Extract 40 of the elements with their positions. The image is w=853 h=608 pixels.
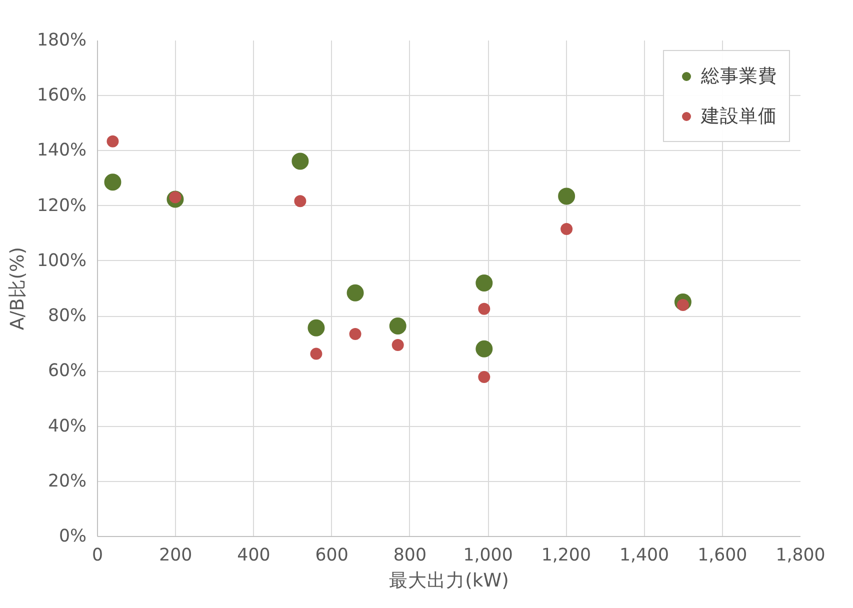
x-tick-label: 200: [159, 546, 192, 566]
point: [392, 339, 404, 351]
point: [310, 348, 322, 360]
y-tick-label: 120%: [36, 196, 87, 216]
point: [104, 174, 122, 191]
point: [346, 284, 364, 302]
point: [389, 317, 406, 334]
point: [476, 340, 493, 358]
x-tick-label: 400: [237, 546, 270, 566]
point: [308, 319, 325, 336]
x-tick-label: 1,200: [541, 546, 591, 566]
y-tick-label: 100%: [36, 250, 87, 271]
y-tick-label: 160%: [36, 86, 87, 106]
x-tick-label: 1,000: [463, 546, 513, 566]
point: [478, 370, 490, 383]
y-tick-label: 80%: [48, 306, 86, 326]
x-tick-label: 0: [92, 546, 104, 566]
x-tick-label: 600: [315, 546, 348, 566]
legend-label: 総事業費: [701, 65, 777, 89]
point: [106, 135, 119, 148]
point: [294, 195, 306, 208]
x-tick-label: 1,800: [776, 546, 826, 566]
point: [558, 188, 576, 205]
point: [478, 302, 490, 315]
point: [560, 222, 573, 235]
point: [349, 328, 362, 340]
x-axis-title: 最大出力(kW): [389, 570, 509, 592]
x-tick-label: 1,600: [698, 546, 748, 566]
point: [476, 274, 493, 292]
x-tick-label: 1,400: [619, 546, 670, 566]
y-axis-title: A/B比(%): [8, 246, 28, 330]
y-tick-label: 40%: [48, 416, 86, 436]
legend-label: 建設単価: [701, 105, 777, 129]
x-tick-label: 800: [393, 546, 426, 566]
y-tick-label: 20%: [48, 471, 86, 492]
y-tick-label: 60%: [48, 361, 86, 382]
point: [292, 152, 309, 170]
y-tick-label: 140%: [36, 140, 87, 161]
y-tick-label: 180%: [36, 30, 87, 50]
y-tick-label: 0%: [59, 526, 87, 546]
